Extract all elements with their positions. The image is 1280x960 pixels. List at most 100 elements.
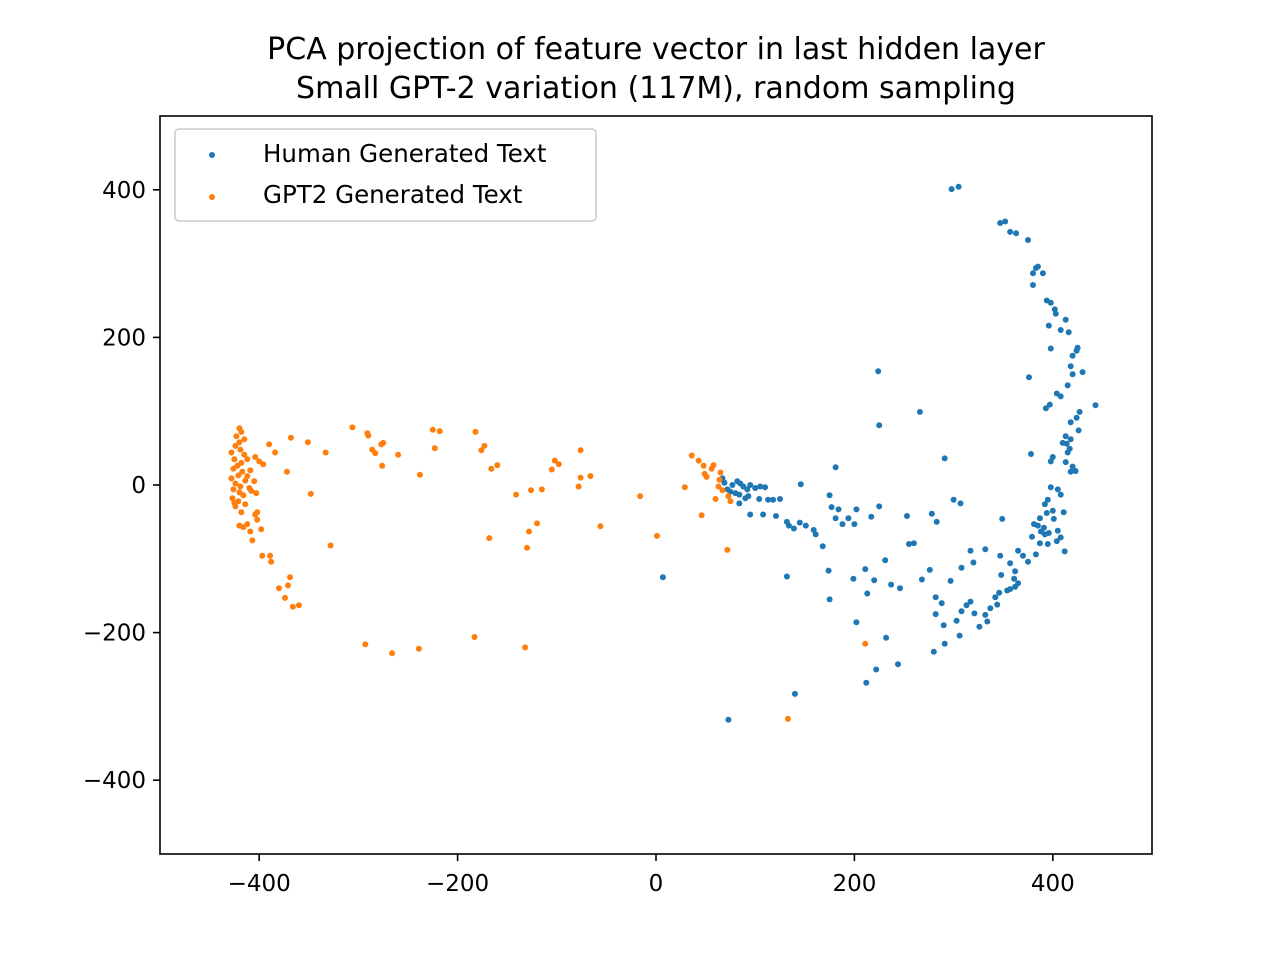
data-point xyxy=(688,452,695,459)
data-point xyxy=(233,433,240,440)
data-point xyxy=(486,535,493,542)
data-point xyxy=(1053,538,1060,545)
data-point xyxy=(700,462,707,469)
data-point xyxy=(555,461,562,468)
data-point xyxy=(868,513,875,520)
data-point xyxy=(745,493,752,500)
data-point xyxy=(1020,552,1026,559)
data-point xyxy=(241,451,248,458)
data-point xyxy=(721,479,728,486)
data-point xyxy=(736,500,743,507)
data-point xyxy=(237,446,244,453)
data-point xyxy=(1007,228,1014,235)
data-point xyxy=(832,464,839,471)
chart-title: PCA projection of feature vector in last… xyxy=(267,32,1045,67)
data-point xyxy=(1054,527,1061,534)
data-point xyxy=(1026,374,1032,381)
data-point xyxy=(1069,463,1076,470)
data-point xyxy=(242,477,249,484)
data-point xyxy=(1075,427,1082,434)
data-point xyxy=(716,476,723,483)
data-point xyxy=(888,581,895,588)
data-point xyxy=(253,490,260,497)
data-point xyxy=(982,546,989,553)
data-point xyxy=(654,532,660,539)
data-point xyxy=(322,449,329,456)
data-point xyxy=(1036,540,1043,547)
data-point xyxy=(238,509,245,516)
x-tick-label: 0 xyxy=(649,871,664,897)
y-tick-label: −400 xyxy=(83,768,146,794)
data-point xyxy=(970,559,977,566)
data-point xyxy=(242,501,249,508)
data-point xyxy=(941,455,948,462)
data-point xyxy=(703,473,710,480)
data-point xyxy=(933,518,940,525)
data-point xyxy=(783,518,790,525)
data-point xyxy=(247,467,254,474)
data-point xyxy=(1060,509,1067,516)
data-point xyxy=(883,634,890,641)
data-point xyxy=(710,462,717,469)
data-point xyxy=(232,442,239,449)
data-point xyxy=(1062,433,1069,440)
data-point xyxy=(853,619,860,626)
data-point xyxy=(729,482,736,488)
data-point xyxy=(248,487,255,494)
data-point xyxy=(987,605,994,612)
data-point xyxy=(379,462,386,469)
data-point xyxy=(239,468,246,475)
data-point xyxy=(1028,451,1034,457)
data-point xyxy=(956,632,963,639)
data-point xyxy=(953,617,960,624)
data-point xyxy=(235,472,242,479)
data-point xyxy=(232,480,239,487)
data-point xyxy=(362,641,369,648)
data-point xyxy=(258,526,265,533)
data-point xyxy=(266,441,273,448)
data-point xyxy=(254,516,261,523)
data-point xyxy=(551,457,558,464)
data-point xyxy=(916,408,923,415)
data-point xyxy=(1042,405,1049,412)
data-point xyxy=(757,483,764,490)
data-point xyxy=(863,679,870,686)
data-point xyxy=(760,511,767,518)
data-point xyxy=(756,496,763,502)
data-point xyxy=(802,522,809,529)
data-point xyxy=(254,509,261,516)
data-point xyxy=(1057,393,1064,400)
data-point xyxy=(963,602,970,609)
data-point xyxy=(637,493,644,500)
legend-box xyxy=(174,128,597,222)
data-point xyxy=(765,496,772,503)
data-point xyxy=(910,540,917,547)
data-point xyxy=(416,471,423,478)
data-point xyxy=(267,552,274,559)
data-point xyxy=(1025,237,1031,243)
data-point xyxy=(853,506,860,513)
data-point xyxy=(1012,568,1019,575)
data-point xyxy=(1030,282,1036,288)
legend-label-human: Human Generated Text xyxy=(263,139,547,168)
y-tick-label: 0 xyxy=(131,473,146,499)
legend-label-gpt2: GPT2 Generated Text xyxy=(263,180,523,209)
data-point xyxy=(1063,440,1070,447)
data-point xyxy=(1041,531,1048,538)
data-point xyxy=(1047,345,1054,352)
data-point xyxy=(513,491,520,498)
data-point xyxy=(882,557,889,564)
data-point xyxy=(528,487,534,494)
data-point xyxy=(389,650,396,657)
data-point xyxy=(790,525,797,532)
data-point xyxy=(1034,263,1041,270)
data-point xyxy=(982,611,989,618)
data-point xyxy=(1079,369,1086,376)
data-point xyxy=(575,483,582,490)
data-point xyxy=(932,594,939,601)
data-point xyxy=(1061,548,1068,555)
data-point xyxy=(285,582,291,589)
data-point xyxy=(999,515,1006,522)
data-point xyxy=(429,426,436,433)
data-point xyxy=(747,482,754,488)
